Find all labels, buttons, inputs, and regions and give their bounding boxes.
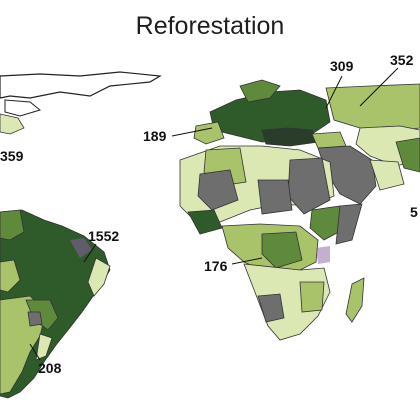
north-america [0,113,25,135]
label-309: 309 [330,58,354,74]
chad-gray [257,179,293,215]
angola-gray [257,293,285,323]
asia-green [395,137,420,173]
horn-gray [335,203,363,245]
congo [261,231,303,269]
sa-gray [27,311,43,327]
leader-176 [231,257,263,265]
label-208: 208 [38,360,62,376]
greenland [0,71,162,99]
sa-east [87,257,111,297]
scandinavia [239,79,281,103]
leader-208 [29,343,41,361]
iran [369,159,405,191]
leader-309 [325,75,343,109]
turkey [311,131,347,149]
madagascar [345,277,365,323]
label-352: 352 [390,52,414,68]
sa-purple [70,238,92,258]
leader-352 [359,67,399,107]
leader-1552 [83,243,97,263]
sahel-gray [197,169,239,211]
map-title: Reforestation [135,12,285,40]
sa-mid [0,259,21,293]
label-189: 189 [143,128,167,144]
iberia [193,121,225,145]
east-africa-purple [316,246,330,264]
label-5: 5 [410,204,418,220]
west-africa [187,209,223,235]
label-176: 176 [204,258,228,274]
sa-south-3 [35,333,53,361]
sa-northwest [0,209,25,241]
leader-189 [171,127,213,137]
arctic-islands [4,99,42,117]
mozambique [299,281,325,313]
label-359: 359 [0,148,24,164]
label-1552: 1552 [88,228,120,244]
